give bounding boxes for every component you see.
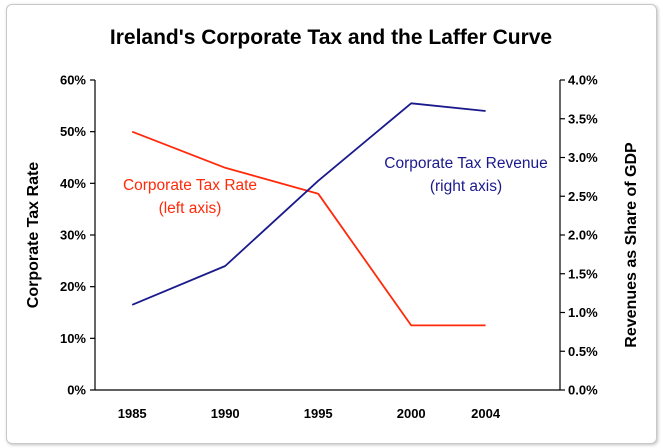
- x-tick-label: 1990: [211, 406, 240, 421]
- tax-rate-series-line: [131, 130, 486, 327]
- right-tick-label: 3.5%: [568, 111, 598, 126]
- right-tick-label: 3.0%: [568, 150, 598, 165]
- left-tick-label: 0%: [67, 383, 86, 398]
- tax-rate-annotation-line2: (left axis): [159, 200, 222, 217]
- right-tick-label: 1.0%: [568, 305, 598, 320]
- right-tick-label: 2.0%: [568, 228, 598, 243]
- right-axis-label: Revenues as Share of GDP: [623, 142, 640, 348]
- tax-revenue-series-line: [131, 102, 486, 306]
- left-axis-label: Corporate Tax Rate: [25, 162, 42, 309]
- left-tick-label: 40%: [60, 176, 86, 191]
- right-tick-label: 4.0%: [568, 73, 598, 88]
- left-tick-label: 50%: [60, 124, 86, 139]
- x-tick-label: 1985: [118, 406, 147, 421]
- left-tick-label: 30%: [60, 228, 86, 243]
- left-tick-label: 20%: [60, 279, 86, 294]
- right-tick-label: 0.5%: [568, 344, 598, 359]
- tax-revenue-annotation-line1: Corporate Tax Revenue: [384, 155, 547, 172]
- x-tick-label: 1995: [304, 406, 333, 421]
- right-tick-label: 1.5%: [568, 266, 598, 281]
- left-tick-label: 60%: [60, 73, 86, 88]
- left-tick-label: 10%: [60, 331, 86, 346]
- chart-frame: [6, 4, 657, 444]
- right-tick-label: 0.0%: [568, 383, 598, 398]
- tax-rate-annotation-line1: Corporate Tax Rate: [123, 177, 257, 194]
- tax-revenue-annotation-line2: (right axis): [430, 178, 502, 195]
- x-tick-label: 2004: [471, 406, 501, 421]
- x-tick-label: 2000: [397, 406, 426, 421]
- chart-title: Ireland's Corporate Tax and the Laffer C…: [110, 26, 552, 49]
- right-tick-label: 2.5%: [568, 189, 598, 204]
